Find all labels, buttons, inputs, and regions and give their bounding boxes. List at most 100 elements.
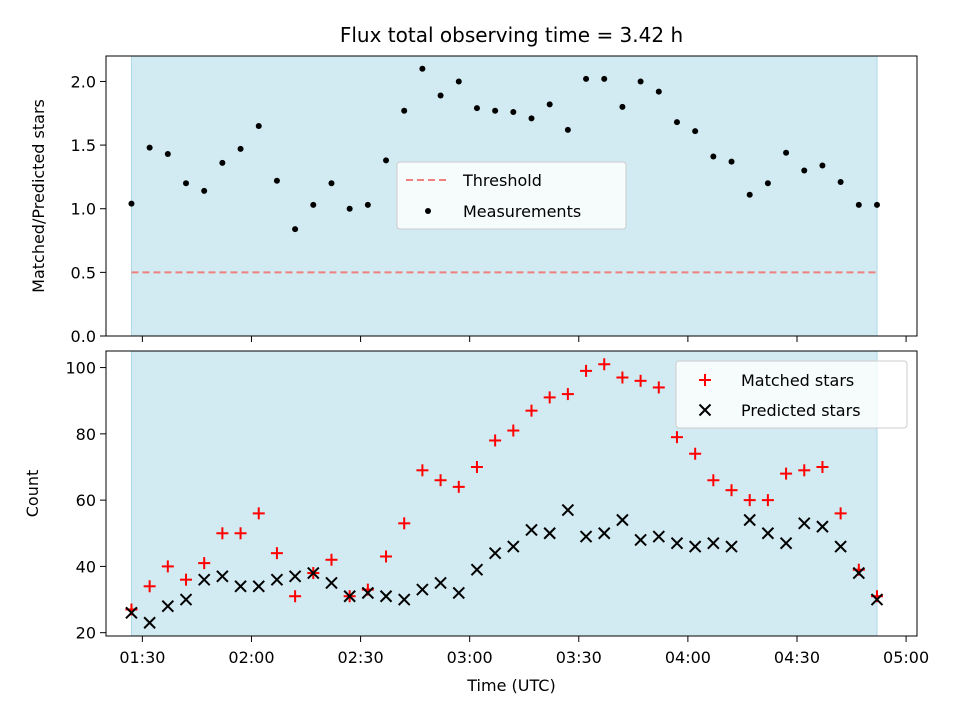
- y-tick-label: 0.0: [71, 327, 96, 346]
- measurement-point: [146, 144, 153, 151]
- measurement-point: [437, 92, 444, 99]
- matched-star-point: [616, 371, 629, 384]
- measurement-point: [473, 105, 480, 112]
- predicted-star-point: [598, 527, 611, 540]
- matched-star-point: [252, 507, 265, 520]
- measurement-point: [692, 128, 699, 135]
- predicted-star-point: [634, 533, 647, 547]
- top-chart-panel: 0.0 0.5 1.0 1.5 2.0 Flux total observing tim…: [29, 23, 918, 346]
- matched-star-point: [398, 517, 411, 530]
- matched-star-point: [452, 480, 465, 493]
- predicted-star-point: [670, 537, 684, 550]
- matched-star-point: [143, 580, 156, 593]
- predicted-star-point: [470, 563, 484, 576]
- matched-star-point: [689, 447, 702, 460]
- measurement-point: [637, 78, 644, 85]
- matched-star-point: [416, 464, 429, 477]
- y-tick-label: 2.0: [71, 72, 96, 91]
- matched-star-point: [525, 404, 538, 417]
- predicted-star-point: [543, 527, 556, 540]
- x-tick-label: 03:30: [556, 648, 602, 667]
- matched-star-point: [507, 424, 520, 437]
- measurement-point: [164, 151, 171, 157]
- top-y-ticks: 0.0 0.5 1.0 1.5 2.0: [71, 72, 106, 346]
- matched-star-point: [707, 474, 720, 487]
- x-tick-label: 04:30: [774, 648, 820, 667]
- matched-star-point: [270, 547, 283, 560]
- predicted-star-point: [834, 540, 847, 553]
- predicted-star-point: [488, 546, 502, 560]
- y-tick-label: 1.0: [71, 200, 96, 219]
- matched-star-point: [325, 553, 338, 566]
- measurement-point: [764, 180, 771, 187]
- matched-star-point: [561, 388, 574, 401]
- matched-star-point: [470, 460, 483, 473]
- matched-star-point: [161, 560, 174, 573]
- matched-star-point: [761, 494, 774, 507]
- predicted-star-point: [216, 570, 229, 583]
- predicted-star-point: [234, 580, 247, 593]
- measurement-point: [419, 65, 426, 72]
- predicted-star-point: [852, 566, 866, 580]
- measurement-points: [128, 65, 880, 233]
- matched-star-point: [216, 527, 229, 540]
- predicted-stars-points: [125, 503, 884, 629]
- predicted-star-point: [525, 523, 538, 537]
- predicted-star-point: [579, 530, 593, 543]
- predicted-star-point: [452, 586, 465, 600]
- matched-star-point: [489, 434, 502, 447]
- predicted-star-point: [688, 540, 702, 553]
- matched-star-point: [743, 494, 756, 507]
- bottom-axes-frame: [105, 350, 918, 637]
- measurement-point: [492, 107, 499, 114]
- measurement-point: [564, 126, 571, 133]
- predicted-star-point: [179, 593, 193, 606]
- measurement-point: [328, 180, 335, 187]
- measurement-point: [346, 205, 353, 212]
- predicted-star-point: [761, 527, 775, 540]
- measurement-point: [855, 201, 862, 208]
- matched-star-point: [543, 391, 556, 404]
- measurement-point: [601, 75, 608, 82]
- measurement-point: [783, 149, 790, 156]
- legend-matched-swatch: [699, 374, 711, 386]
- measurement-point: [819, 162, 826, 169]
- matched-star-point: [380, 550, 393, 563]
- predicted-star-point: [343, 590, 356, 603]
- chart-title: Flux total observing time = 3.42 h: [340, 23, 683, 47]
- measurement-point: [728, 158, 735, 165]
- measurement-point: [619, 103, 626, 110]
- matched-star-point: [180, 573, 193, 586]
- measurement-point: [837, 179, 844, 185]
- predicted-star-point: [143, 616, 156, 629]
- bottom-y-axis-label: Count: [23, 470, 42, 518]
- predicted-star-point: [743, 513, 756, 527]
- top-legend-box: [396, 161, 627, 230]
- measurement-point: [510, 109, 517, 115]
- matched-star-point: [580, 364, 593, 377]
- x-tick-label: 03:00: [447, 648, 493, 667]
- measurement-point: [673, 119, 680, 126]
- predicted-star-point: [652, 530, 665, 543]
- matched-star-point: [234, 527, 247, 540]
- legend-predicted-swatch: [698, 403, 712, 417]
- matched-star-point: [289, 590, 302, 603]
- predicted-star-point: [725, 540, 738, 553]
- matched-star-point: [725, 484, 738, 497]
- legend-measurements-label: Measurements: [463, 202, 581, 221]
- predicted-star-point: [288, 570, 302, 583]
- measurement-point: [873, 201, 880, 208]
- predicted-star-point: [779, 537, 793, 550]
- x-tick-label: 04:00: [665, 648, 711, 667]
- bottom-x-ticks: 01:30 02:00 02:30 03:00 03:30 04:00 04:30 05:00: [119, 636, 929, 667]
- measurement-point: [583, 75, 590, 82]
- measurement-point: [655, 88, 662, 95]
- bottom-chart-panel: 20 40 60 80 100 01:30 02:00 02:30 03:00 03:30 04:…: [23, 350, 929, 695]
- predicted-star-point: [507, 540, 520, 553]
- matched-star-point: [670, 431, 683, 444]
- predicted-star-point: [361, 586, 375, 600]
- x-tick-label: 02:00: [228, 648, 274, 667]
- top-y-axis-label: Matched/Predicted stars: [29, 99, 48, 293]
- matched-star-point: [634, 374, 647, 387]
